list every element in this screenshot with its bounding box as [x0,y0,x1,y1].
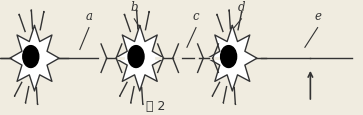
Text: a: a [85,10,93,23]
Ellipse shape [221,46,237,68]
Text: c: c [193,10,199,23]
Text: 图 2: 图 2 [146,99,166,112]
Polygon shape [10,26,59,91]
Polygon shape [115,26,164,91]
Text: e: e [314,10,321,23]
Text: d: d [238,1,245,14]
Ellipse shape [23,46,39,68]
Ellipse shape [128,46,144,68]
Polygon shape [208,26,257,91]
Text: b: b [131,1,138,14]
